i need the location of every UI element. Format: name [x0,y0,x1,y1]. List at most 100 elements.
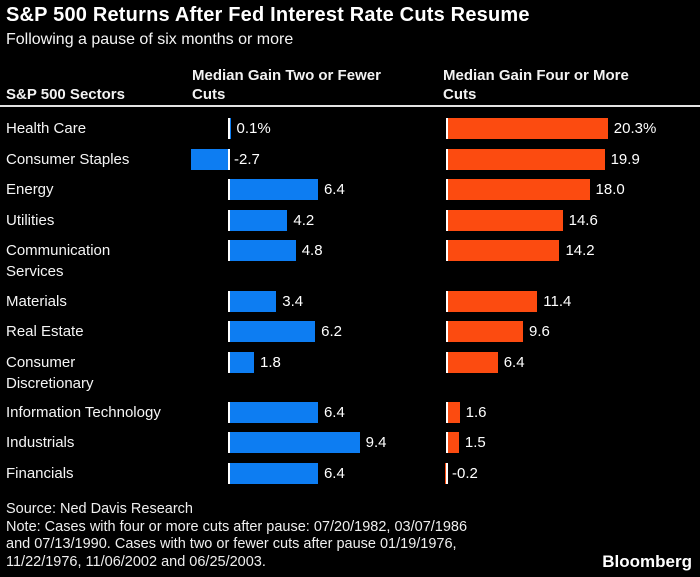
bar-two-or-fewer [229,179,318,200]
bar-two-or-fewer [229,209,288,231]
baseline-tick [228,179,230,200]
column-header-sectors: S&P 500 Sectors [6,86,125,103]
column-header-four-or-more: Median Gain Four or More Cuts [443,67,629,103]
bar-cell-four-or-more: 11.4 [443,290,700,312]
sector-row: Information Technology 6.4 1.6 [0,401,700,433]
note-line: and 07/13/1990. Cases with two or fewer … [6,536,457,552]
bar-two-or-fewer [229,351,255,373]
value-label: 0.1% [236,120,271,137]
baseline-tick [228,240,230,261]
baseline-tick [446,118,448,139]
bar-four-or-more [447,179,590,200]
value-label: 6.4 [503,353,525,371]
bar-four-or-more [447,209,563,231]
bar-two-or-fewer [229,432,360,453]
baseline-tick [228,462,230,484]
bar-four-or-more [447,240,560,261]
baseline-tick [446,179,448,200]
sector-label: Industrials [6,434,75,451]
sector-row: Financials 6.4 -0.2 [0,462,700,484]
sector-label: Consumer Discretionary [6,353,94,392]
bar-cell-two-or-fewer: 6.2 [185,321,443,342]
bar-cell-two-or-fewer: -2.7 [185,148,443,170]
baseline-tick [446,240,448,261]
value-label: -0.2 [452,464,478,482]
bar-cell-two-or-fewer: 6.4 [185,462,443,484]
sector-row: Utilities 4.2 14.6 [0,209,700,241]
baseline-tick [228,351,230,373]
sector-row: Consumer Staples -2.7 19.9 [0,148,700,180]
baseline-tick [228,148,230,170]
bar-cell-two-or-fewer: 4.8 [185,240,443,261]
bar-cell-four-or-more: 19.9 [443,148,700,170]
sector-row: Health Care 0.1% 20.3% [0,118,700,149]
value-label: 1.8 [260,353,281,371]
bar-cell-two-or-fewer: 4.2 [185,209,443,231]
sector-label: Financials [6,464,74,482]
value-label: 18.0 [595,181,625,198]
sector-row: Materials 3.4 11.4 [0,290,700,322]
baseline-tick [446,401,448,423]
source-line: Source: Ned Davis Research [6,501,193,517]
bar-two-or-fewer [229,290,277,312]
sector-label: Information Technology [6,403,161,421]
chart-title: S&P 500 Returns After Fed Interest Rate … [6,4,530,26]
value-label: 4.8 [301,242,323,259]
bar-two-or-fewer [229,321,316,342]
footer-notes: Source: Ned Davis Research Note: Cases wi… [6,501,467,571]
sector-row: Consumer Discretionary 1.8 6.4 [0,351,700,402]
sector-label: Utilities [6,211,55,229]
bar-cell-two-or-fewer: 0.1% [185,118,443,139]
sector-label: Communication Services [6,242,111,280]
bar-four-or-more [447,290,538,312]
value-label: 14.6 [568,211,598,229]
value-label: 19.9 [610,150,640,168]
baseline-tick [228,321,230,342]
bar-cell-four-or-more: -0.2 [443,462,700,484]
value-label: 1.6 [465,403,487,421]
bar-cell-two-or-fewer: 1.8 [185,351,443,373]
bar-four-or-more [447,401,460,423]
sector-row: Industrials 9.4 1.5 [0,432,700,463]
value-label: 14.2 [565,242,595,259]
sector-row: Communication Services 4.8 14.2 [0,240,700,291]
baseline-tick [446,209,448,231]
value-label: 20.3% [613,120,657,137]
baseline-tick [228,118,230,139]
sector-label: Real Estate [6,323,84,340]
chart-subtitle: Following a pause of six months or more [6,31,294,48]
bar-cell-two-or-fewer: 6.4 [185,179,443,200]
bar-two-or-fewer [229,240,296,261]
value-label: 6.4 [323,464,345,482]
column-header-two-or-fewer: Median Gain Two or Fewer Cuts [192,67,381,103]
sector-label: Consumer Staples [6,150,130,168]
sector-label: Energy [6,181,54,198]
baseline-tick [228,432,230,453]
baseline-tick [446,148,448,170]
bloomberg-logo: Bloomberg [602,552,692,571]
bar-four-or-more [447,321,524,342]
value-label: 6.4 [323,403,345,421]
value-label: 3.4 [282,292,304,310]
sector-row: Energy 6.4 18.0 [0,179,700,210]
value-label: 6.4 [323,181,345,198]
value-label: 4.2 [293,211,315,229]
value-label: -2.7 [234,150,260,168]
value-label: 9.4 [365,434,387,451]
baseline-tick [446,290,448,312]
sector-label: Materials [6,292,67,310]
value-label: 9.6 [529,323,550,340]
bar-cell-two-or-fewer: 9.4 [185,432,443,453]
bar-cell-four-or-more: 9.6 [443,321,700,342]
bar-two-or-fewer [229,462,318,484]
bar-four-or-more [447,351,498,373]
note-line: 11/22/1976, 11/06/2002 and 06/25/2003. [6,553,266,570]
header-divider [0,105,700,107]
bar-four-or-more [447,432,459,453]
baseline-tick [228,209,230,231]
value-label: 11.4 [543,292,572,310]
baseline-tick [446,321,448,342]
value-label: 6.2 [321,323,343,340]
bar-two-or-fewer [229,401,318,423]
